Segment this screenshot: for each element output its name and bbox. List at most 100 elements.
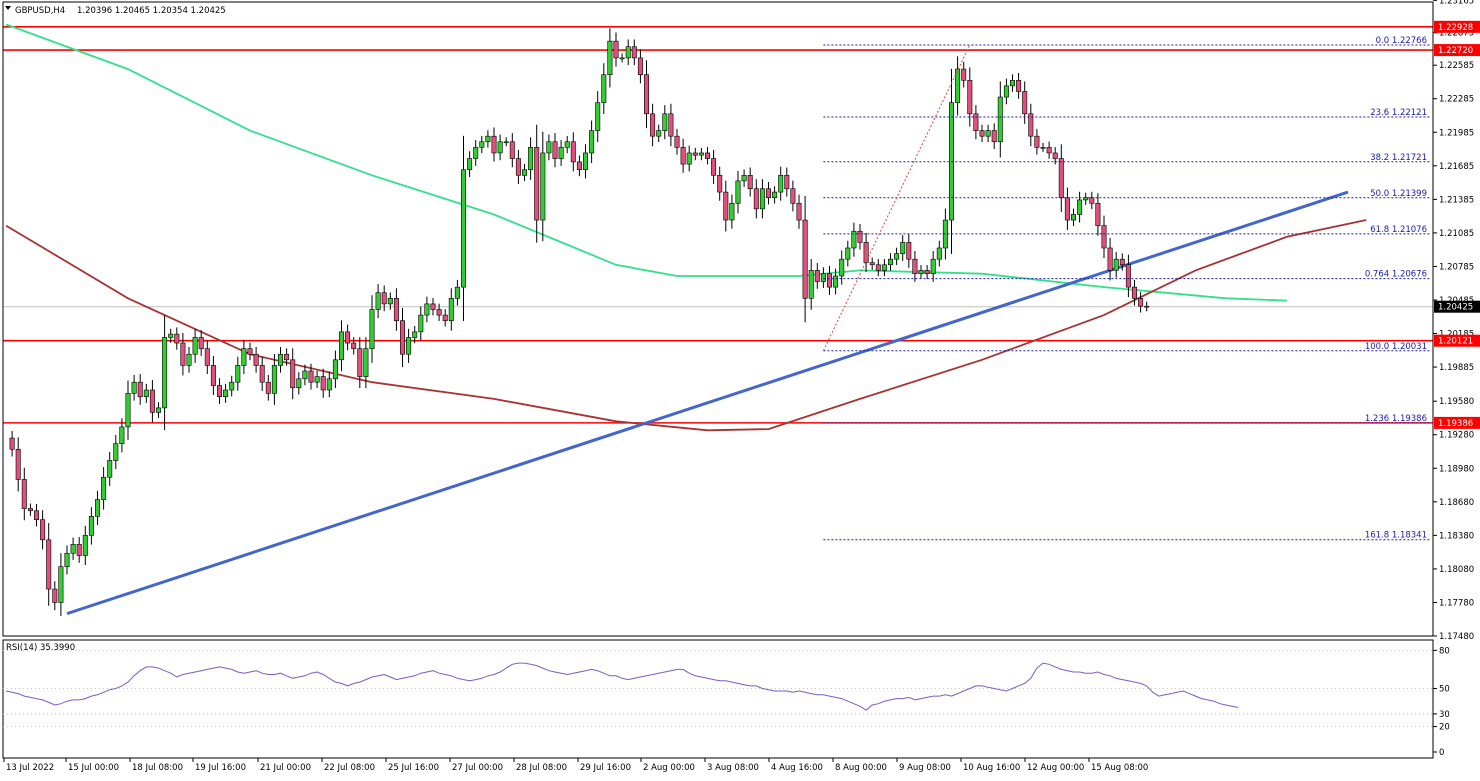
- candle-body: [881, 264, 887, 271]
- candle-body: [747, 175, 753, 190]
- candle-body: [52, 588, 58, 603]
- candle: [296, 372, 302, 395]
- candle-body: [692, 152, 698, 156]
- candle-body: [576, 161, 582, 171]
- candle: [162, 315, 168, 430]
- candle-body: [1052, 152, 1058, 159]
- candle-body: [271, 365, 277, 394]
- candle-body: [625, 46, 631, 59]
- time-tick-label: 13 Jul 2022: [6, 763, 54, 773]
- candle: [619, 53, 625, 63]
- candle: [1040, 142, 1046, 152]
- candle-body: [698, 152, 704, 156]
- axes-layer: 1.23165 1.22875 1.22585 1.22285 1.21985 1.216…: [2, 0, 1480, 759]
- candle-body: [887, 258, 893, 266]
- rsi-level-label: 80: [1439, 646, 1450, 656]
- candle-body: [162, 337, 168, 409]
- time-tick-label: 22 Jul 08:00: [324, 763, 375, 773]
- price-tick-label: 1.21685: [1439, 162, 1474, 172]
- candle-body: [784, 175, 790, 190]
- candle: [186, 346, 192, 373]
- candle-body: [1046, 147, 1052, 154]
- candle-body: [119, 426, 125, 444]
- fibonacci-level-label: 0.764 1.20676: [1365, 270, 1427, 280]
- candle: [991, 123, 997, 150]
- candle-body: [735, 180, 741, 204]
- candle-body: [820, 273, 826, 282]
- candle-body: [906, 242, 912, 260]
- candle: [863, 232, 869, 273]
- candle: [235, 356, 241, 391]
- moving-average-green: [5, 23, 1288, 302]
- candle: [570, 132, 576, 172]
- candle: [21, 467, 27, 521]
- candle-body: [1071, 214, 1077, 221]
- candle-body: [753, 188, 759, 210]
- candle-body: [973, 113, 979, 131]
- candle-body: [58, 566, 64, 603]
- time-tick-label: 27 Jul 00:00: [452, 763, 503, 773]
- candle-body: [619, 57, 625, 60]
- candle-body: [857, 230, 863, 243]
- candle-body: [643, 74, 649, 115]
- candle-body: [497, 141, 503, 154]
- candle: [668, 103, 674, 147]
- fibonacci-level-label: 38.2 1.21721: [1370, 153, 1427, 163]
- candle-body: [717, 175, 723, 193]
- fibonacci-level-label: 161.8 1.18341: [1365, 531, 1427, 541]
- main-plot-frame: [2, 1, 1434, 637]
- candle-body: [674, 135, 680, 148]
- candle-body: [387, 298, 393, 305]
- candle: [40, 510, 46, 550]
- candle-body: [1028, 113, 1034, 137]
- candle: [369, 295, 375, 363]
- candle-body: [277, 353, 283, 366]
- candle-body: [924, 270, 930, 275]
- candle-body: [509, 141, 515, 159]
- candle-body: [863, 242, 869, 263]
- candle: [265, 374, 271, 401]
- candle-body: [192, 337, 198, 355]
- rsi-level-label: 30: [1439, 710, 1450, 720]
- candle: [424, 296, 430, 323]
- candle: [534, 124, 540, 243]
- candle: [1046, 141, 1052, 159]
- candle-body: [418, 314, 424, 333]
- candle-body: [1022, 91, 1028, 115]
- candle: [625, 39, 631, 66]
- candle-body: [131, 381, 137, 394]
- candle-body: [1009, 79, 1015, 87]
- candle: [778, 166, 784, 201]
- candle: [900, 235, 906, 261]
- candle: [131, 374, 137, 401]
- candle-body: [168, 333, 174, 338]
- candle-body: [381, 292, 387, 305]
- time-tick-label: 19 Jul 16:00: [195, 763, 246, 773]
- candle: [607, 28, 613, 88]
- candle-body: [113, 443, 119, 461]
- candle-body: [991, 130, 997, 143]
- candle: [735, 170, 741, 214]
- candle: [857, 223, 863, 250]
- time-tick-label: 15 Aug 08:00: [1091, 763, 1148, 773]
- candle: [912, 251, 918, 282]
- candle-body: [839, 258, 845, 277]
- candle-body: [796, 202, 802, 221]
- dropdown-triangle-icon[interactable]: [5, 6, 11, 10]
- candle-body: [363, 348, 369, 377]
- candle-body: [424, 303, 430, 316]
- candle-body: [369, 309, 375, 349]
- candle-body: [1003, 85, 1009, 98]
- candle: [546, 134, 552, 161]
- candle: [229, 375, 235, 397]
- candle: [33, 504, 39, 527]
- candle-body: [778, 175, 784, 193]
- candle: [107, 451, 113, 486]
- candle-body: [1144, 305, 1150, 308]
- candle-body: [546, 141, 552, 154]
- candle: [723, 180, 729, 232]
- price-tick-label: 1.18380: [1439, 531, 1474, 541]
- candle-body: [869, 262, 875, 266]
